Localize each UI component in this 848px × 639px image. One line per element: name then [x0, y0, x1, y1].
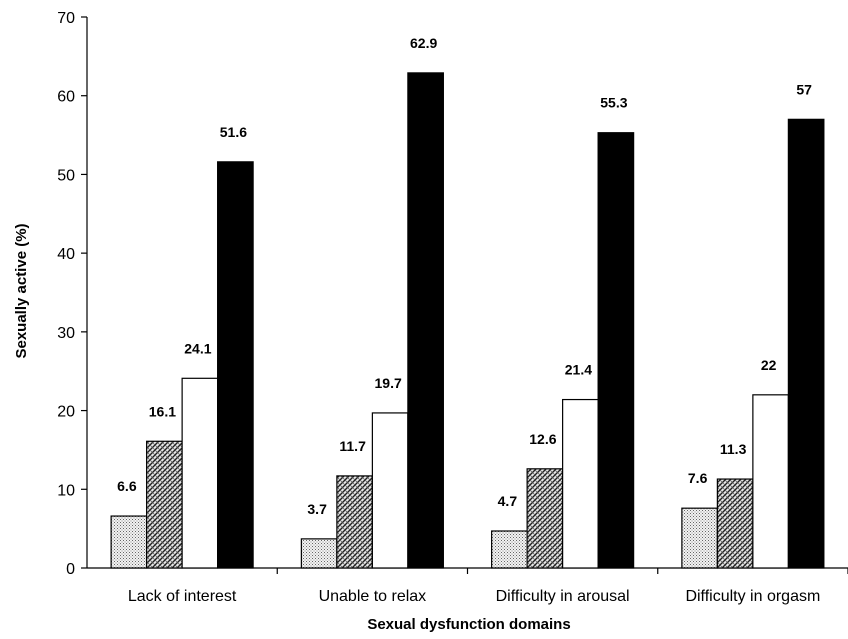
bar — [371, 412, 409, 569]
bar — [681, 507, 718, 569]
y-axis-title: Sexually active (%) — [13, 223, 30, 358]
data-label: 19.7 — [375, 375, 402, 391]
data-label: 3.7 — [307, 501, 327, 517]
data-label: 62.9 — [410, 35, 437, 51]
bar — [562, 398, 599, 569]
x-tick-label: Difficulty in orgasm — [685, 588, 820, 605]
x-axis-title: Sexual dysfunction domains — [367, 616, 570, 633]
data-label: 16.1 — [149, 403, 176, 419]
data-label: 21.4 — [565, 362, 592, 378]
data-label: 7.6 — [688, 470, 708, 486]
y-tick-label: 60 — [57, 89, 75, 106]
data-label: 55.3 — [600, 95, 627, 111]
y-tick-label: 0 — [66, 561, 75, 578]
data-label: 24.1 — [184, 340, 211, 356]
y-tick-label: 70 — [57, 10, 75, 27]
bar — [716, 478, 754, 569]
y-tick-label: 20 — [57, 404, 75, 421]
bar — [146, 440, 183, 569]
data-label: 57 — [796, 81, 812, 97]
bar — [787, 118, 825, 569]
x-tick-label: Lack of interest — [128, 588, 237, 605]
x-tick-label: Unable to relax — [319, 588, 427, 605]
bar — [752, 394, 789, 569]
y-tick-label: 40 — [57, 246, 75, 263]
data-label: 51.6 — [220, 124, 247, 140]
bar — [491, 530, 528, 569]
plot-area: 0 10 20 30 40 50 60 70 6.6 16.1 24.1 51.6 Lack of in… — [57, 10, 848, 605]
bar — [526, 468, 564, 569]
bar — [217, 161, 254, 569]
bar — [181, 377, 219, 569]
y-tick-label: 10 — [57, 482, 75, 499]
bar — [110, 515, 148, 569]
data-label: 6.6 — [117, 478, 137, 494]
x-tick-label: Difficulty in arousal — [496, 588, 630, 605]
bar — [597, 132, 635, 569]
data-label: 11.7 — [339, 438, 366, 454]
y-tick-label: 30 — [57, 325, 75, 342]
bar — [336, 475, 373, 569]
data-label: 22 — [761, 357, 777, 373]
bar — [300, 538, 338, 569]
bar — [407, 72, 444, 569]
data-label: 4.7 — [498, 493, 518, 509]
data-label: 11.3 — [720, 441, 747, 457]
y-tick-label: 50 — [57, 167, 75, 184]
data-label: 12.6 — [529, 431, 556, 447]
